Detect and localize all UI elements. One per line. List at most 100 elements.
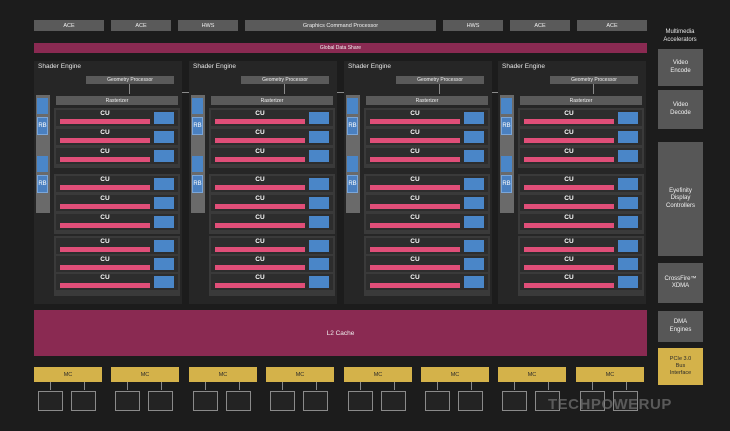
cu-simd-bar — [524, 138, 614, 143]
memory-controller: MC — [111, 367, 179, 382]
cu-cache — [154, 216, 174, 228]
rasterizer: Rasterizer — [520, 96, 642, 105]
memory-chip — [115, 391, 140, 411]
cu-simd-bar — [60, 247, 150, 252]
cu-cache — [464, 131, 484, 143]
cu-simd-bar — [215, 119, 305, 124]
cu-simd-bar — [60, 119, 150, 124]
eyefinity-display-controllers: Eyefinity Display Controllers — [658, 142, 703, 256]
mc-connector — [205, 382, 206, 390]
memory-chip — [71, 391, 96, 411]
cu-cache — [154, 276, 174, 288]
mc-connector — [548, 382, 549, 390]
cu-cache — [309, 276, 329, 288]
l2-label: L2 Cache — [326, 329, 355, 337]
mc-connector — [50, 382, 51, 390]
cu-cache — [309, 216, 329, 228]
cu-label: CU — [410, 195, 420, 202]
memory-controller: MC — [498, 367, 566, 382]
cu-cache — [618, 150, 638, 162]
mc-connector — [316, 382, 317, 390]
graphics-command-processor: Graphics Command Processor — [245, 20, 436, 31]
cu-label: CU — [564, 148, 574, 155]
cu-label: CU — [255, 110, 265, 117]
cu-simd-bar — [215, 247, 305, 252]
cu-label: CU — [564, 214, 574, 221]
cu-label: CU — [564, 195, 574, 202]
cu-simd-bar — [370, 157, 460, 162]
geometry-processor: Geometry Processor — [86, 76, 174, 84]
cu-cache — [464, 178, 484, 190]
rb-cache — [347, 98, 358, 114]
geometry-connector — [284, 84, 285, 94]
cu-cache — [154, 150, 174, 162]
cu-cache — [618, 197, 638, 209]
crossfire-xdma: CrossFire™ XDMA — [658, 263, 703, 303]
cu-simd-bar — [60, 185, 150, 190]
render-backend: RB — [37, 175, 48, 193]
cu-cache — [309, 112, 329, 124]
render-backend: RB — [501, 117, 512, 135]
rb-cache — [37, 156, 48, 172]
cu-cache — [309, 197, 329, 209]
rasterizer: Rasterizer — [211, 96, 333, 105]
ace-block-4: ACE — [577, 20, 647, 31]
ace-block-1: ACE — [34, 20, 104, 31]
hws-block-1: HWS — [178, 20, 238, 31]
memory-chip — [425, 391, 450, 411]
video-decode: Video Decode — [658, 90, 703, 129]
cu-label: CU — [100, 195, 110, 202]
mc-connector — [471, 382, 472, 390]
cu-cache — [464, 197, 484, 209]
rb-cache — [37, 98, 48, 114]
memory-chip — [613, 391, 638, 411]
cu-label: CU — [255, 195, 265, 202]
render-backend: RB — [37, 117, 48, 135]
gcp-label: Graphics Command Processor — [302, 22, 379, 29]
cu-simd-bar — [370, 247, 460, 252]
cu-label: CU — [255, 256, 265, 263]
cu-label: CU — [410, 256, 420, 263]
cu-simd-bar — [370, 283, 460, 288]
cu-label: CU — [410, 110, 420, 117]
hws-block-2: HWS — [443, 20, 503, 31]
cu-label: CU — [100, 274, 110, 281]
cu-cache — [618, 276, 638, 288]
cu-label: CU — [100, 214, 110, 221]
cu-label: CU — [410, 129, 420, 136]
cu-cache — [464, 258, 484, 270]
cu-cache — [309, 131, 329, 143]
cu-simd-bar — [215, 138, 305, 143]
cu-simd-bar — [215, 223, 305, 228]
geometry-connector — [593, 84, 594, 94]
memory-controller: MC — [189, 367, 257, 382]
geometry-connector — [129, 84, 130, 94]
cu-cache — [154, 240, 174, 252]
cu-label: CU — [255, 238, 265, 245]
mc-connector — [282, 382, 283, 390]
ace-block-2: ACE — [111, 20, 171, 31]
cu-cache — [464, 240, 484, 252]
cu-cache — [618, 240, 638, 252]
hws-label: HWS — [201, 22, 215, 29]
memory-controller: MC — [421, 367, 489, 382]
memory-chip — [502, 391, 527, 411]
cu-label: CU — [100, 176, 110, 183]
cu-simd-bar — [215, 204, 305, 209]
shader-engine-title: Shader Engine — [348, 63, 392, 70]
techpowerup-watermark: TECHPOWERUP — [548, 396, 672, 413]
geometry-processor: Geometry Processor — [396, 76, 484, 84]
cu-simd-bar — [524, 283, 614, 288]
dma-engines: DMA Engines — [658, 311, 703, 342]
cu-cache — [464, 112, 484, 124]
ace-label: ACE — [63, 22, 75, 29]
mc-connector — [514, 382, 515, 390]
cu-simd-bar — [524, 157, 614, 162]
cu-cache — [464, 150, 484, 162]
memory-chip — [580, 391, 605, 411]
render-backend: RB — [192, 175, 203, 193]
cu-cache — [618, 178, 638, 190]
rb-cache — [501, 98, 512, 114]
rb-cache — [347, 156, 358, 172]
cu-simd-bar — [524, 265, 614, 270]
